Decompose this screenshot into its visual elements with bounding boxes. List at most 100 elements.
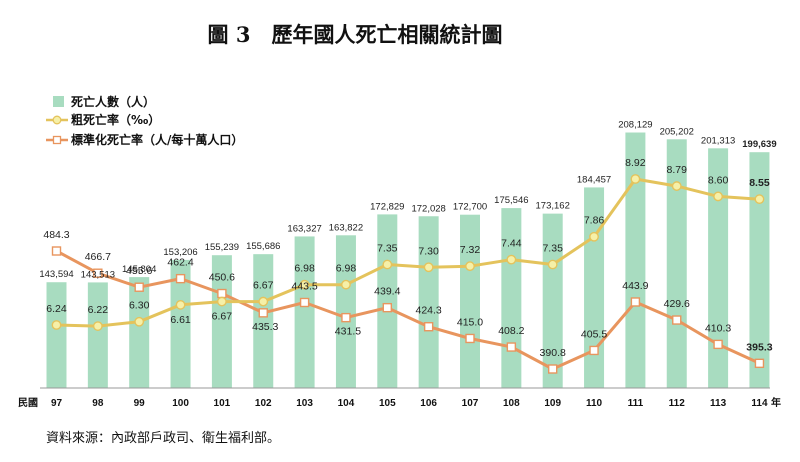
x-tick-102: 102 <box>255 398 272 409</box>
point-crude-98 <box>92 321 103 331</box>
point-crude-114 <box>754 194 765 205</box>
bar-label-114: 199,639 <box>742 139 776 150</box>
x-tick-110: 110 <box>586 398 603 409</box>
point-std-102 <box>258 308 268 318</box>
point-crude-100 <box>175 299 186 310</box>
point-std-110 <box>589 345 599 356</box>
bar-label-108: 175,546 <box>494 195 528 206</box>
bar-deaths-97 <box>46 282 67 388</box>
point-std-112 <box>672 315 682 325</box>
label-crude-100: 6.61 <box>170 314 191 326</box>
point-std-99 <box>134 282 144 292</box>
label-crude-108: 7.44 <box>501 238 522 250</box>
bar-label-113: 201,313 <box>701 135 735 146</box>
bar-label-105: 172,829 <box>370 201 404 212</box>
point-crude-105 <box>382 259 393 270</box>
bar-deaths-109 <box>542 213 563 388</box>
legend-swatch-std-marker <box>52 135 62 145</box>
bars-layer <box>46 132 770 388</box>
bar-deaths-110 <box>584 187 605 388</box>
label-std-103: 443.5 <box>291 280 317 292</box>
x-tick-113: 113 <box>710 398 727 409</box>
bar-deaths-112 <box>666 139 687 388</box>
legend-swatch-bar <box>53 96 64 107</box>
point-crude-109 <box>547 259 558 270</box>
x-tick-99: 99 <box>134 398 146 409</box>
bar-label-110: 184,457 <box>577 174 611 185</box>
bar-deaths-105 <box>377 214 398 388</box>
bar-deaths-101 <box>211 255 232 388</box>
bar-deaths-104 <box>335 235 356 388</box>
bar-deaths-102 <box>253 254 274 388</box>
bar-label-112: 205,202 <box>660 126 694 137</box>
label-crude-98: 6.22 <box>88 304 109 316</box>
label-std-111: 443.9 <box>622 280 648 292</box>
point-crude-97 <box>51 320 62 330</box>
bar-label-106: 172,028 <box>411 203 445 214</box>
x-tick-100: 100 <box>172 398 189 409</box>
label-std-102: 435.3 <box>252 321 278 333</box>
label-crude-111: 8.92 <box>625 157 646 169</box>
label-std-112: 429.6 <box>664 298 690 310</box>
label-std-109: 390.8 <box>540 347 566 359</box>
legend-label-std-rate: 標準化死亡率（人/每十萬人口） <box>71 132 243 147</box>
point-std-113 <box>713 339 723 350</box>
point-std-103 <box>299 297 310 308</box>
label-crude-103: 6.98 <box>294 263 315 275</box>
x-tick-114: 114 <box>751 398 768 409</box>
label-crude-99: 6.30 <box>129 300 150 312</box>
label-std-114: 395.3 <box>746 341 772 353</box>
point-crude-99 <box>134 316 145 327</box>
x-tick-97: 97 <box>51 398 63 409</box>
bar-label-98: 143,513 <box>81 269 115 280</box>
x-tick-111: 111 <box>628 398 644 409</box>
bar-deaths-100 <box>170 259 191 388</box>
point-std-98 <box>93 268 103 278</box>
point-crude-104 <box>341 279 351 290</box>
point-std-104 <box>341 312 351 323</box>
x-tick-103: 103 <box>296 398 313 409</box>
x-tick-109: 109 <box>544 398 561 409</box>
label-std-106: 424.3 <box>416 305 442 317</box>
bar-label-99: 145,804 <box>122 264 156 275</box>
bar-label-97: 143,594 <box>39 269 73 280</box>
point-crude-107 <box>465 261 475 272</box>
point-crude-113 <box>713 191 723 202</box>
bar-label-107: 172,700 <box>453 202 487 213</box>
x-tick-112: 112 <box>669 398 686 409</box>
label-std-100: 462.4 <box>167 257 193 269</box>
label-crude-97: 6.24 <box>46 303 67 315</box>
lines-layer <box>51 174 765 374</box>
bar-label-103: 163,327 <box>287 223 321 234</box>
legend-label-deaths: 死亡人數（人） <box>71 94 155 109</box>
point-std-107 <box>465 333 475 344</box>
label-crude-114: 8.55 <box>749 177 770 189</box>
label-crude-110: 7.86 <box>584 215 605 227</box>
x-tick-104: 104 <box>338 398 355 409</box>
label-crude-112: 8.79 <box>667 164 688 176</box>
label-std-104: 431.5 <box>335 326 361 338</box>
point-crude-112 <box>671 181 682 191</box>
label-crude-105: 7.35 <box>377 243 398 255</box>
bar-label-111: 208,129 <box>618 120 652 131</box>
x-tick-108: 108 <box>503 398 520 409</box>
x-axis-suffix: 年 <box>771 396 781 409</box>
label-crude-107: 7.32 <box>460 244 481 256</box>
labels-layer: 143,594 143,513 145,804 153,206 155,239 155,6… <box>39 120 776 360</box>
x-tick-106: 106 <box>420 398 437 409</box>
point-std-111 <box>630 297 641 307</box>
point-crude-103 <box>299 279 310 290</box>
bar-label-104: 163,822 <box>329 222 363 233</box>
point-crude-108 <box>506 254 517 265</box>
x-axis-prefix: 民國 <box>18 397 38 409</box>
chart-title: 圖 3 歷年國人死亡相關統計圖 <box>208 22 503 47</box>
label-crude-113: 8.60 <box>708 174 729 186</box>
line-standardized-rate <box>55 249 761 371</box>
label-crude-101: 6.67 <box>212 311 233 323</box>
x-tick-107: 107 <box>462 398 479 409</box>
source-note: 資料來源：內政部戶政司、衛生福利部。 <box>46 431 280 446</box>
x-tick-101: 101 <box>214 398 231 409</box>
label-std-113: 410.3 <box>705 322 731 334</box>
label-crude-106: 7.30 <box>418 245 439 257</box>
